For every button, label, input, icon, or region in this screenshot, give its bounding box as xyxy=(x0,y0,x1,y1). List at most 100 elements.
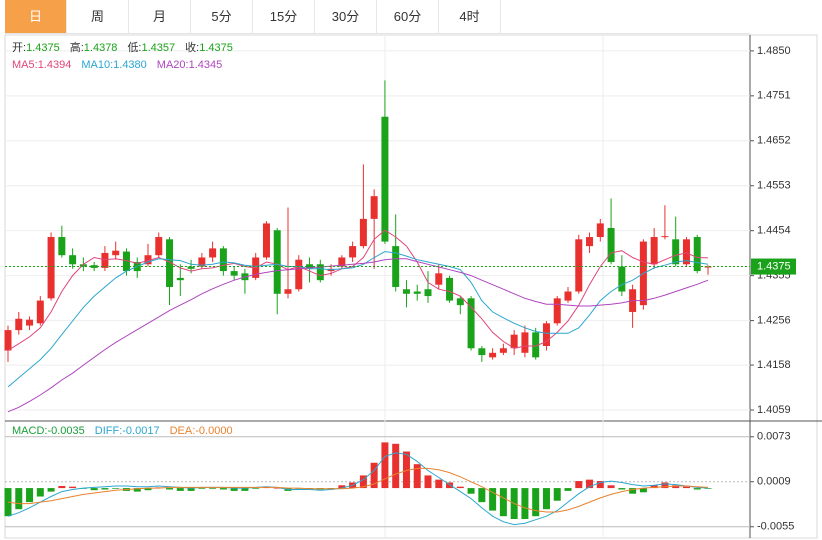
macd-bar xyxy=(230,488,238,491)
macd-bar xyxy=(596,481,604,489)
legend-value: 1.4357 xyxy=(142,42,176,54)
legend-label: MACD: xyxy=(12,425,47,437)
macd-bar xyxy=(629,488,637,494)
legend: MACD:-0.0035 DIFF:-0.0017 DEA:-0.0000 xyxy=(12,425,233,437)
macd-bar xyxy=(101,488,109,490)
macd-bar xyxy=(58,485,66,489)
y-tick-label: 1.4059 xyxy=(757,404,791,416)
candle-body xyxy=(230,271,238,276)
candle-body xyxy=(79,264,87,267)
candle-body xyxy=(15,318,23,331)
period-tabs: 日周月 5分 15分 30分 60分 4时 xyxy=(5,0,750,34)
macd-bar xyxy=(553,488,561,501)
candle-body xyxy=(284,289,292,294)
candle-body xyxy=(704,266,712,268)
candle-body xyxy=(381,116,389,242)
period-tab[interactable]: 日 xyxy=(5,0,67,33)
candle-body xyxy=(273,230,281,294)
legend-label: 低: xyxy=(127,41,141,54)
macd-bar xyxy=(489,488,497,511)
candle-body xyxy=(532,332,540,358)
y-tick-label: 0.0009 xyxy=(757,476,791,488)
candle-body xyxy=(607,227,615,263)
legend-label: 收: xyxy=(185,40,199,54)
macd-bar xyxy=(176,488,184,491)
macd-bar xyxy=(381,442,389,489)
candle-body xyxy=(101,252,109,268)
candle-body xyxy=(682,239,690,265)
y-tick-label: 1.4652 xyxy=(757,135,791,147)
candle-body xyxy=(262,223,270,258)
legend-value: -0.0035 xyxy=(47,425,84,437)
macd-bar xyxy=(219,488,227,490)
macd-bar xyxy=(467,488,475,494)
macd-bar xyxy=(618,488,626,490)
period-tab[interactable]: 60分 xyxy=(377,0,439,33)
macd-bar xyxy=(693,488,701,490)
macd-bar xyxy=(499,488,507,517)
period-tab[interactable]: 5分 xyxy=(191,0,253,33)
legend-label: MA20: xyxy=(157,59,189,71)
candle-body xyxy=(349,246,357,258)
macd-bar xyxy=(273,488,281,489)
macd-bar xyxy=(424,475,432,489)
candle-body xyxy=(456,298,464,306)
legend: MA5:1.4394 MA10:1.4380 MA20:1.4345 xyxy=(12,59,222,71)
macd-bar xyxy=(607,485,615,489)
y-tick-label: 1.4158 xyxy=(757,359,791,371)
candle-body xyxy=(122,251,130,272)
period-tab[interactable]: 30分 xyxy=(315,0,377,33)
macd-bar xyxy=(15,488,23,510)
candle-body xyxy=(413,291,421,294)
legend-value: 1.4380 xyxy=(113,59,147,71)
candle-body xyxy=(650,237,658,265)
macd-bar xyxy=(47,488,55,492)
legend-label: 开: xyxy=(12,42,26,54)
candle-body xyxy=(478,348,486,356)
last-price-box xyxy=(751,258,796,275)
macd-bar xyxy=(144,488,152,491)
macd-bar xyxy=(672,485,680,489)
candle-body xyxy=(618,266,626,292)
candle-body xyxy=(392,246,400,287)
candle-body xyxy=(112,250,120,256)
period-tab[interactable]: 周 xyxy=(67,0,129,33)
macd-bar xyxy=(413,464,421,489)
candle-body xyxy=(176,277,184,281)
macd-bar xyxy=(36,488,44,497)
macd-bar xyxy=(564,488,572,491)
candle-body xyxy=(693,237,701,272)
frame xyxy=(4,34,818,539)
candle-body xyxy=(402,289,410,294)
candle-body xyxy=(564,291,572,301)
candle-body xyxy=(446,277,454,301)
legend-label: MA5: xyxy=(12,59,38,71)
candle-body xyxy=(166,239,174,287)
macd-bar xyxy=(166,488,174,490)
last-price-label: 1.4375 xyxy=(757,260,791,272)
macd-bar xyxy=(586,479,594,489)
candle-body xyxy=(338,257,346,267)
macd-bar xyxy=(478,488,486,503)
legend-value: 1.4375 xyxy=(199,42,233,54)
macd-bar xyxy=(252,488,260,489)
legend-value: 1.4345 xyxy=(189,59,223,71)
macd-bar xyxy=(370,462,378,489)
candle-body xyxy=(575,239,583,292)
macd-bar xyxy=(650,485,658,489)
macd-bar xyxy=(542,488,550,510)
candle-body xyxy=(510,334,518,349)
period-tab[interactable]: 月 xyxy=(129,0,191,33)
legend-label: DIFF: xyxy=(95,425,123,437)
macd-bar xyxy=(402,451,410,489)
legend-value: 1.4375 xyxy=(26,42,60,54)
macd-bar xyxy=(682,486,690,489)
period-tab[interactable]: 15分 xyxy=(253,0,315,33)
macd-bar xyxy=(359,475,367,489)
candle-body xyxy=(316,264,324,281)
candle-body xyxy=(542,323,550,346)
period-tab[interactable]: 4时 xyxy=(439,0,501,33)
macd-bar xyxy=(69,486,77,489)
indicator-line xyxy=(7,452,709,526)
